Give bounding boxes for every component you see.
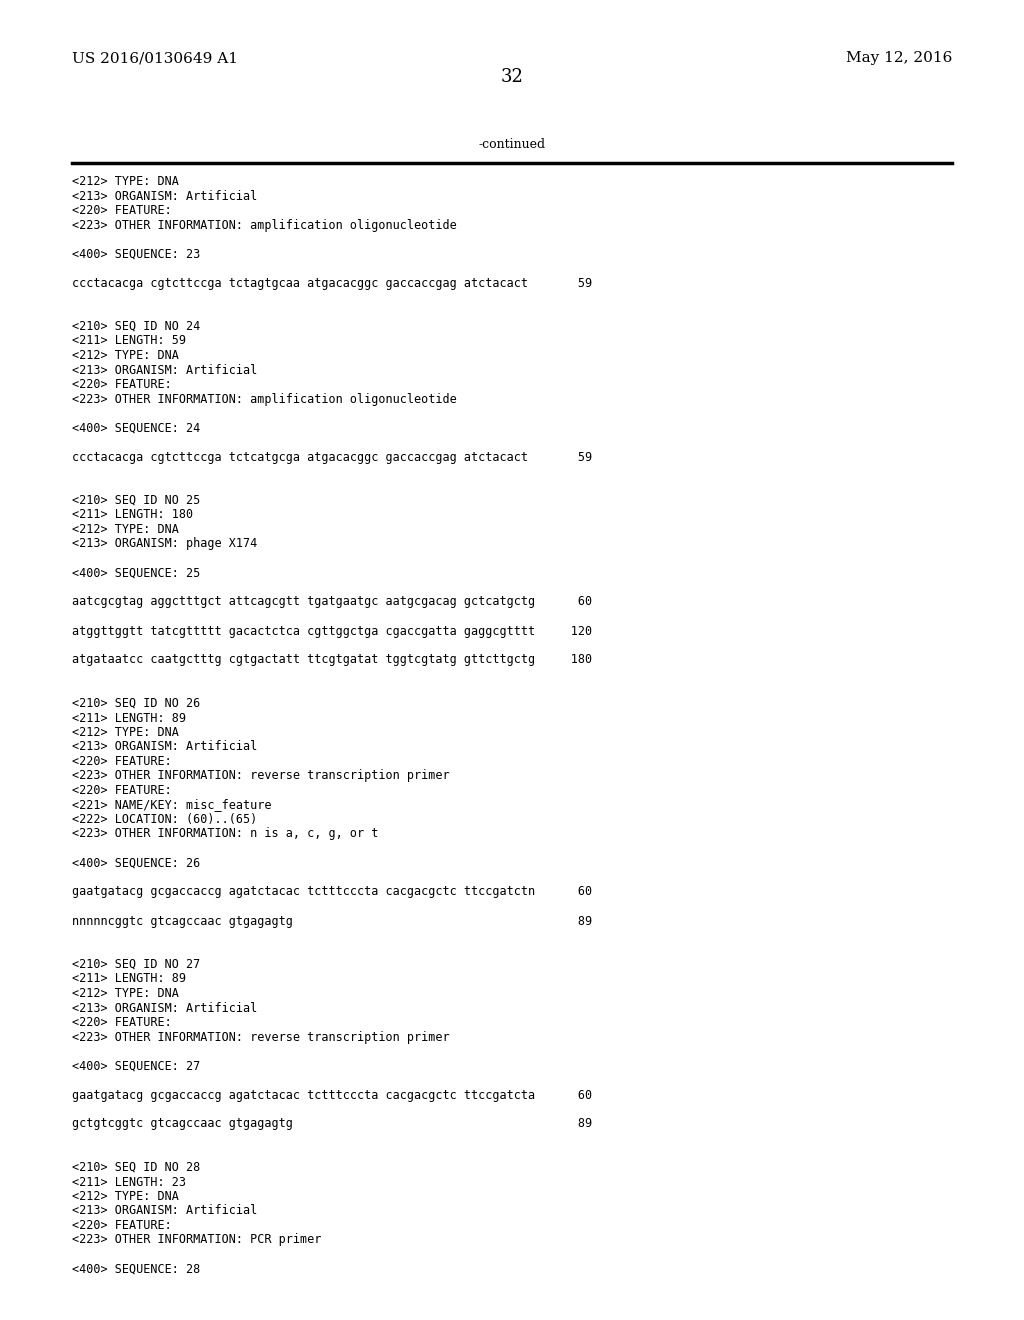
- Text: <222> LOCATION: (60)..(65): <222> LOCATION: (60)..(65): [72, 813, 257, 826]
- Text: atggttggtt tatcgttttt gacactctca cgttggctga cgaccgatta gaggcgtttt     120: atggttggtt tatcgttttt gacactctca cgttggc…: [72, 624, 592, 638]
- Text: <220> FEATURE:: <220> FEATURE:: [72, 1016, 172, 1030]
- Text: <223> OTHER INFORMATION: amplification oligonucleotide: <223> OTHER INFORMATION: amplification o…: [72, 219, 457, 231]
- Text: US 2016/0130649 A1: US 2016/0130649 A1: [72, 51, 238, 65]
- Text: <213> ORGANISM: Artificial: <213> ORGANISM: Artificial: [72, 1204, 257, 1217]
- Text: ccctacacga cgtcttccga tctcatgcga atgacacggc gaccaccgag atctacact       59: ccctacacga cgtcttccga tctcatgcga atgacac…: [72, 450, 592, 463]
- Text: May 12, 2016: May 12, 2016: [846, 51, 952, 65]
- Text: gaatgatacg gcgaccaccg agatctacac tctttcccta cacgacgctc ttccgatcta      60: gaatgatacg gcgaccaccg agatctacac tctttcc…: [72, 1089, 592, 1101]
- Text: <213> ORGANISM: Artificial: <213> ORGANISM: Artificial: [72, 1002, 257, 1015]
- Text: <213> ORGANISM: Artificial: <213> ORGANISM: Artificial: [72, 363, 257, 376]
- Text: <213> ORGANISM: Artificial: <213> ORGANISM: Artificial: [72, 741, 257, 754]
- Text: <212> TYPE: DNA: <212> TYPE: DNA: [72, 176, 179, 187]
- Text: <400> SEQUENCE: 23: <400> SEQUENCE: 23: [72, 248, 201, 260]
- Text: <211> LENGTH: 89: <211> LENGTH: 89: [72, 973, 186, 986]
- Text: <210> SEQ ID NO 27: <210> SEQ ID NO 27: [72, 958, 201, 972]
- Text: <213> ORGANISM: phage X174: <213> ORGANISM: phage X174: [72, 537, 257, 550]
- Text: nnnnncggtc gtcagccaac gtgagagtg                                        89: nnnnncggtc gtcagccaac gtgagagtg 89: [72, 915, 592, 928]
- Text: <400> SEQUENCE: 24: <400> SEQUENCE: 24: [72, 421, 201, 434]
- Text: <213> ORGANISM: Artificial: <213> ORGANISM: Artificial: [72, 190, 257, 202]
- Text: <211> LENGTH: 89: <211> LENGTH: 89: [72, 711, 186, 725]
- Text: gctgtcggtc gtcagccaac gtgagagtg                                        89: gctgtcggtc gtcagccaac gtgagagtg 89: [72, 1118, 592, 1130]
- Text: <223> OTHER INFORMATION: amplification oligonucleotide: <223> OTHER INFORMATION: amplification o…: [72, 392, 457, 405]
- Text: <212> TYPE: DNA: <212> TYPE: DNA: [72, 1191, 179, 1203]
- Text: <223> OTHER INFORMATION: PCR primer: <223> OTHER INFORMATION: PCR primer: [72, 1233, 322, 1246]
- Text: <210> SEQ ID NO 26: <210> SEQ ID NO 26: [72, 697, 201, 710]
- Text: aatcgcgtag aggctttgct attcagcgtt tgatgaatgc aatgcgacag gctcatgctg      60: aatcgcgtag aggctttgct attcagcgtt tgatgaa…: [72, 595, 592, 609]
- Text: <400> SEQUENCE: 25: <400> SEQUENCE: 25: [72, 566, 201, 579]
- Text: <400> SEQUENCE: 28: <400> SEQUENCE: 28: [72, 1262, 201, 1275]
- Text: <223> OTHER INFORMATION: reverse transcription primer: <223> OTHER INFORMATION: reverse transcr…: [72, 770, 450, 783]
- Text: <220> FEATURE:: <220> FEATURE:: [72, 755, 172, 768]
- Text: <220> FEATURE:: <220> FEATURE:: [72, 378, 172, 391]
- Text: <212> TYPE: DNA: <212> TYPE: DNA: [72, 348, 179, 362]
- Text: <400> SEQUENCE: 26: <400> SEQUENCE: 26: [72, 857, 201, 870]
- Text: <212> TYPE: DNA: <212> TYPE: DNA: [72, 523, 179, 536]
- Text: gaatgatacg gcgaccaccg agatctacac tctttcccta cacgacgctc ttccgatctn      60: gaatgatacg gcgaccaccg agatctacac tctttcc…: [72, 886, 592, 899]
- Text: -continued: -continued: [478, 139, 546, 150]
- Text: <212> TYPE: DNA: <212> TYPE: DNA: [72, 987, 179, 1001]
- Text: <210> SEQ ID NO 25: <210> SEQ ID NO 25: [72, 494, 201, 507]
- Text: ccctacacga cgtcttccga tctagtgcaa atgacacggc gaccaccgag atctacact       59: ccctacacga cgtcttccga tctagtgcaa atgacac…: [72, 276, 592, 289]
- Text: <220> FEATURE:: <220> FEATURE:: [72, 205, 172, 216]
- Text: <400> SEQUENCE: 27: <400> SEQUENCE: 27: [72, 1060, 201, 1072]
- Text: <212> TYPE: DNA: <212> TYPE: DNA: [72, 726, 179, 739]
- Text: <220> FEATURE:: <220> FEATURE:: [72, 1218, 172, 1232]
- Text: <221> NAME/KEY: misc_feature: <221> NAME/KEY: misc_feature: [72, 799, 271, 812]
- Text: 32: 32: [501, 69, 523, 86]
- Text: atgataatcc caatgctttg cgtgactatt ttcgtgatat tggtcgtatg gttcttgctg     180: atgataatcc caatgctttg cgtgactatt ttcgtga…: [72, 653, 592, 667]
- Text: <223> OTHER INFORMATION: reverse transcription primer: <223> OTHER INFORMATION: reverse transcr…: [72, 1031, 450, 1044]
- Text: <220> FEATURE:: <220> FEATURE:: [72, 784, 172, 797]
- Text: <211> LENGTH: 59: <211> LENGTH: 59: [72, 334, 186, 347]
- Text: <210> SEQ ID NO 28: <210> SEQ ID NO 28: [72, 1162, 201, 1173]
- Text: <223> OTHER INFORMATION: n is a, c, g, or t: <223> OTHER INFORMATION: n is a, c, g, o…: [72, 828, 379, 841]
- Text: <211> LENGTH: 23: <211> LENGTH: 23: [72, 1176, 186, 1188]
- Text: <211> LENGTH: 180: <211> LENGTH: 180: [72, 508, 194, 521]
- Text: <210> SEQ ID NO 24: <210> SEQ ID NO 24: [72, 319, 201, 333]
